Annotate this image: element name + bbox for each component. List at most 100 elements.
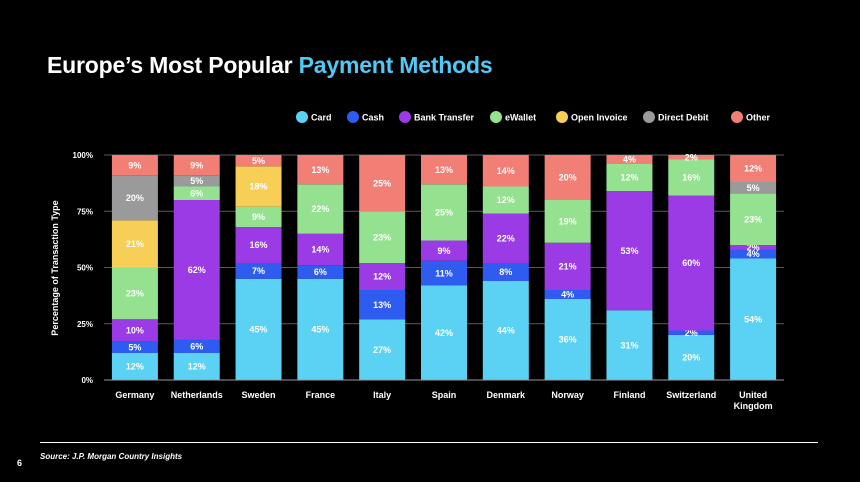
x-category-label: Netherlands	[171, 390, 223, 400]
bar-segment-other	[235, 155, 282, 167]
bar-segment-card	[421, 285, 467, 380]
bar-segment-card	[235, 278, 282, 380]
legend-marker	[643, 111, 655, 123]
bar-segment-other	[730, 155, 777, 182]
data-label: 14%	[497, 166, 515, 176]
data-label: 9%	[128, 160, 141, 170]
data-label: 12%	[744, 164, 762, 174]
data-label: 19%	[559, 217, 577, 227]
data-label: 23%	[373, 232, 391, 242]
data-label: 23%	[744, 214, 762, 224]
legend-marker	[731, 111, 743, 123]
bar-segment-bank-transfer	[421, 240, 467, 261]
data-label: 53%	[620, 246, 638, 256]
bar-segment-bank-transfer	[235, 227, 282, 263]
data-label: 23%	[126, 289, 144, 299]
bar-segment-open-invoice	[235, 166, 282, 207]
bar-segment-other	[606, 155, 653, 164]
legend-label: Bank Transfer	[414, 113, 475, 123]
bar-segment-cash	[421, 260, 467, 286]
data-label: 12%	[188, 362, 206, 372]
y-tick-label: 100%	[73, 151, 93, 160]
legend-label: Open Invoice	[571, 113, 628, 123]
bar-segment-ewallet	[359, 211, 406, 263]
data-label: 60%	[682, 258, 700, 268]
data-label: 36%	[559, 335, 577, 345]
footer-divider	[40, 442, 818, 443]
bar-segment-other	[359, 155, 406, 212]
data-label: 2%	[685, 152, 698, 162]
bar-segment-bank-transfer	[173, 200, 220, 340]
data-label: 8%	[499, 267, 512, 277]
data-label: 20%	[126, 193, 144, 203]
legend-label: Cash	[362, 113, 384, 123]
bar-segment-bank-transfer	[482, 213, 529, 263]
bar-segment-direct-debit	[730, 182, 777, 194]
bar-segment-card	[482, 281, 529, 380]
title-part1: Europe’s Most Popular	[47, 52, 293, 78]
y-axis-label: Percentage of Transaction Type	[50, 200, 60, 335]
data-label: 6%	[314, 267, 327, 277]
bar-segment-cash	[730, 249, 777, 259]
data-label: 12%	[373, 272, 391, 282]
x-category-label: Denmark	[487, 390, 527, 400]
bar-segment-card	[668, 335, 715, 380]
data-label: 5%	[190, 176, 203, 186]
data-label: 12%	[497, 195, 515, 205]
bar-segment-card	[297, 278, 344, 380]
legend-label: eWallet	[505, 113, 536, 123]
bar-segment-cash	[359, 290, 406, 320]
bar-segment-ewallet	[297, 184, 344, 234]
legend-marker	[556, 111, 568, 123]
bar-segment-bank-transfer	[668, 195, 715, 331]
source-note: Source: J.P. Morgan Country Insights	[40, 452, 183, 461]
data-label: 42%	[435, 328, 453, 338]
data-label: 21%	[559, 262, 577, 272]
x-category-label: Spain	[432, 390, 457, 400]
legend-label: Card	[311, 113, 332, 123]
bar-segment-other	[544, 155, 591, 200]
bar-segment-ewallet	[482, 186, 529, 214]
y-tick-label: 25%	[77, 320, 93, 329]
data-label: 10%	[126, 326, 144, 336]
data-label: 16%	[250, 240, 268, 250]
data-label: 9%	[252, 212, 265, 222]
data-label: 16%	[682, 173, 700, 183]
bar-segment-direct-debit	[111, 175, 158, 221]
bar-segment-cash	[668, 330, 715, 335]
data-label: 25%	[435, 208, 453, 218]
bar-segment-bank-transfer	[544, 242, 591, 290]
title-part2: Payment Methods	[298, 52, 493, 78]
data-label: 6%	[190, 341, 203, 351]
data-label: 5%	[128, 343, 141, 353]
data-label: 54%	[744, 314, 762, 324]
data-label: 9%	[190, 160, 203, 170]
data-label: 25%	[373, 178, 391, 188]
bar-segment-card	[606, 310, 653, 380]
x-category-label: Sweden	[242, 390, 276, 400]
bar-segment-ewallet	[606, 164, 653, 191]
bar-segment-ewallet	[173, 186, 220, 200]
bar-segment-card	[111, 353, 158, 380]
bar-segment-cash	[235, 263, 282, 279]
data-label: 5%	[747, 183, 760, 193]
legend-marker	[399, 111, 411, 123]
page-title: Europe’s Most Popular Payment Methods	[47, 52, 493, 79]
bar-segment-cash	[482, 263, 529, 281]
x-category-label: Finland	[613, 390, 645, 400]
data-label: 12%	[620, 173, 638, 183]
legend-label: Direct Debit	[658, 113, 709, 123]
x-category-label: Kingdom	[734, 401, 773, 411]
bar-segment-bank-transfer	[730, 245, 777, 250]
data-label: 4%	[561, 290, 574, 300]
bar-segment-cash	[111, 341, 158, 353]
bar-segment-bank-transfer	[111, 319, 158, 342]
data-label: 21%	[126, 239, 144, 249]
bar-segment-card	[359, 319, 406, 380]
data-label: 4%	[747, 249, 760, 259]
data-label: 18%	[250, 182, 268, 192]
data-label: 45%	[250, 325, 268, 335]
bar-segment-direct-debit	[173, 175, 220, 187]
y-tick-label: 0%	[81, 376, 93, 385]
data-label: 62%	[188, 265, 206, 275]
